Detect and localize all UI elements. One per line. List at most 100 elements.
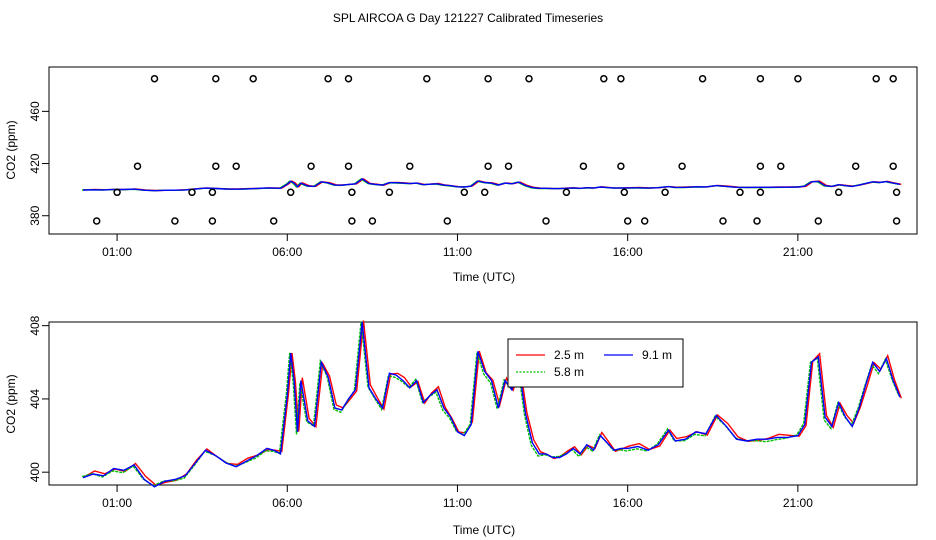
- calibration-point: [348, 188, 356, 197]
- y-tick-label-top: 380: [28, 205, 42, 225]
- y-tick-label-bottom: 408: [28, 315, 42, 335]
- figure-title: SPL AIRCOA G Day 121227 Calibrated Times…: [333, 11, 603, 25]
- calibration-point: [617, 74, 625, 83]
- panel-co2-all-inlets: 01:00 06:00 11:00 16:00 21:00 380 420 460 Time…: [4, 66, 918, 284]
- calibration-point: [756, 74, 765, 83]
- overview-line-9-1-m: [82, 178, 901, 192]
- calibration-point: [756, 162, 765, 170]
- calibration-point: [188, 188, 196, 197]
- x-tick-label-top: 16:00: [613, 245, 643, 259]
- y-tick-label-top: 460: [28, 101, 42, 121]
- calibration-point: [212, 74, 220, 83]
- calibration-point: [324, 74, 332, 83]
- calibration-point: [113, 188, 121, 197]
- x-tick-label-bottom: 21:00: [783, 496, 813, 510]
- calibration-markers: [92, 74, 901, 225]
- series-lines-bottom: [81, 320, 902, 488]
- calibration-point: [753, 217, 761, 225]
- calibration-point: [814, 217, 823, 225]
- x-tick-label-bottom: 16:00: [613, 496, 643, 510]
- calibration-point: [344, 162, 353, 170]
- series-line-2-5-m: [84, 320, 902, 486]
- calibration-point: [208, 188, 217, 197]
- calibration-point: [889, 74, 897, 83]
- calibration-point: [777, 162, 785, 170]
- calibration-point: [617, 162, 625, 170]
- calibration-point: [212, 162, 220, 170]
- x-tick-label-bottom: 06:00: [272, 496, 302, 510]
- x-tick-label-bottom: 01:00: [102, 496, 132, 510]
- calibration-point: [623, 217, 632, 225]
- calibration-point: [736, 188, 744, 197]
- calibration-point: [171, 217, 179, 225]
- series-line-9-1-m: [82, 321, 901, 488]
- x-axis-bottom: 01:00 06:00 11:00 16:00 21:00: [102, 485, 813, 510]
- calibration-point: [892, 188, 901, 197]
- series-lines-top: [81, 177, 902, 192]
- x-tick-label-top: 06:00: [272, 245, 302, 259]
- calibration-point: [150, 74, 159, 83]
- calibration-point: [640, 217, 649, 225]
- y-tick-label-bottom: 400: [28, 462, 42, 482]
- calibration-point: [579, 162, 588, 170]
- calibration-point: [889, 162, 897, 170]
- calibration-point: [620, 188, 629, 197]
- calibration-point: [542, 217, 550, 225]
- calibration-point: [851, 162, 860, 170]
- legend-label-2-5m: 2.5 m: [554, 348, 584, 362]
- calibration-point: [525, 74, 533, 83]
- calibration-point: [423, 74, 431, 83]
- y-axis-label-top: CO2 (ppm): [4, 120, 18, 179]
- legend-label-9-1m: 9.1 m: [642, 348, 672, 362]
- overview-line-5-8-m: [81, 178, 900, 192]
- x-axis-label-bottom: Time (UTC): [453, 523, 515, 537]
- calibration-point: [460, 188, 469, 197]
- legend: 2.5 m 9.1 m 5.8 m: [507, 338, 684, 388]
- plot-frame-top: [48, 66, 918, 235]
- calibration-point: [719, 217, 727, 225]
- calibration-point: [385, 188, 394, 197]
- calibration-point: [484, 74, 492, 83]
- calibration-point: [892, 217, 901, 225]
- legend-box: [507, 338, 684, 388]
- calibration-point: [504, 162, 513, 170]
- calibration-point: [269, 217, 278, 225]
- calibration-point: [562, 188, 571, 197]
- calibration-point: [600, 74, 608, 83]
- calibration-point: [286, 188, 295, 197]
- calibration-point: [484, 162, 492, 170]
- x-tick-label-top: 01:00: [102, 245, 132, 259]
- calibration-point: [480, 188, 489, 197]
- calibration-point: [661, 188, 669, 197]
- calibration-point: [872, 74, 880, 83]
- calibration-point: [249, 74, 257, 83]
- series-line-5-8-m: [81, 321, 900, 487]
- y-axis-top: 380 420 460: [28, 101, 49, 226]
- calibration-point: [208, 217, 217, 225]
- y-axis-bottom: 400 404 408: [28, 315, 49, 482]
- calibration-point: [834, 188, 843, 197]
- legend-label-5-8m: 5.8 m: [554, 365, 584, 379]
- calibration-point: [678, 162, 686, 170]
- x-tick-label-bottom: 11:00: [443, 496, 472, 510]
- calibration-point: [756, 188, 765, 197]
- y-tick-label-bottom: 404: [28, 389, 42, 409]
- calibration-point: [698, 74, 707, 83]
- calibration-point: [232, 162, 240, 170]
- calibration-point: [133, 162, 142, 170]
- calibration-point: [348, 217, 356, 225]
- calibration-point: [443, 217, 452, 225]
- calibration-point: [406, 162, 414, 170]
- panel-co2-by-height: 01:00 06:00 11:00 16:00 21:00 400 404 408 Time…: [4, 315, 918, 537]
- calibration-point: [794, 74, 802, 83]
- x-tick-label-top: 11:00: [443, 245, 472, 259]
- x-tick-label-top: 21:00: [783, 245, 813, 259]
- y-axis-label-bottom: CO2 (ppm): [4, 374, 18, 433]
- calibration-point: [92, 217, 101, 225]
- calibration-point: [307, 162, 315, 170]
- calibration-point: [344, 74, 353, 83]
- y-tick-label-top: 420: [28, 153, 42, 173]
- calibration-point: [368, 217, 377, 225]
- x-axis-label-top: Time (UTC): [453, 270, 515, 284]
